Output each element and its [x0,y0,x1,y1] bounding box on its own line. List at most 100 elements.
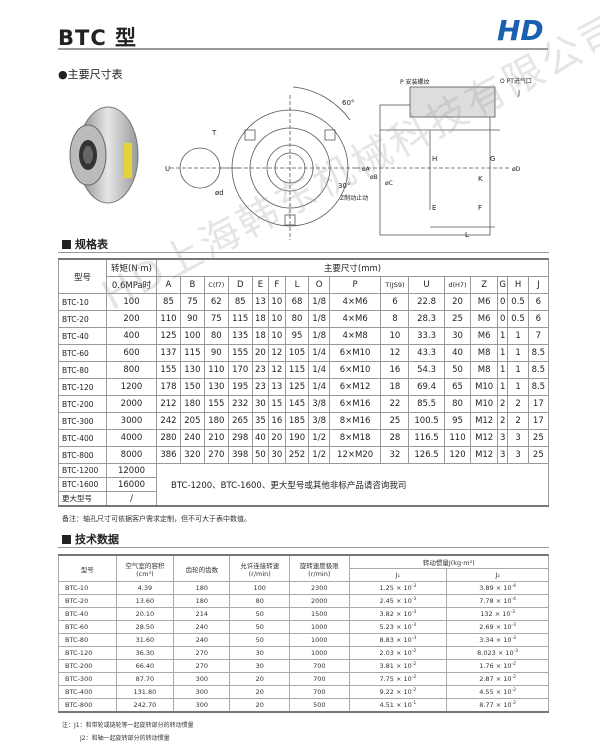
table-cell: M12 [470,412,498,430]
table-cell: 178 [156,378,181,396]
column-header: J₂ [446,568,549,582]
table-row: BTC-10 100 85 75 62 85 13 10 68 1/8 4×M6 6 22.8 20 M6 0… [58,293,550,311]
mantissa: 3.89 [479,584,494,593]
table-cell: M10 [470,378,498,396]
table-cell: 400 [106,327,157,345]
mantissa: 2.45 [379,597,394,606]
mantissa: 4.51 [379,701,394,710]
table-cell: 95 [284,327,310,345]
column-header: U [408,276,445,294]
table-cell: 100 [179,327,205,345]
table-cell: 31.60 [115,633,175,647]
table-cell: 2 [496,395,509,413]
table-cell: 8.83 × 10-3 [348,633,448,647]
table-cell: 30 [229,659,291,673]
table-cell: BTC-60 [58,344,107,362]
table-cell: 5.23 × 10-3 [348,620,448,634]
table-cell: 8.77 × 10-2 [446,698,549,713]
table-cell: 0.5 [507,310,529,328]
table-cell: 2.45 × 10-3 [348,594,448,608]
table-cell: 13 [268,378,286,396]
table-cell: 3 [496,429,509,447]
table-cell: 500 [289,698,350,713]
table-cell: 80 [229,594,291,608]
label-dd: øD [512,166,521,173]
label-g: G [490,155,495,163]
table-cell: 17 [527,395,550,413]
table-cell: 6×M16 [328,395,382,413]
mantissa: 5.23 [379,623,394,632]
tech-heading: 技术数据 [62,531,119,547]
square-bullet-icon [62,240,71,249]
table-cell: BTC-120 [58,378,107,396]
table-cell: 28.50 [115,620,175,634]
column-header: 型号 [58,554,117,582]
label-stopper: Z制动止动 [340,194,368,202]
table-row: BTC-300 3000 242 205 180 265 35 16 185 3/8 8×M16 25… [58,412,550,430]
label-b: øB [370,174,378,181]
table-cell: 1 [507,327,529,345]
dimensions-heading: ●主要尺寸表 [58,68,123,81]
exponent: -3 [411,635,417,641]
table-row: BTC-400 131.80 300 20 700 9.22 × 10-2 4.55 × 1… [58,685,549,699]
table-cell: 1/4 [308,361,330,379]
table-cell: 4×M6 [328,293,382,311]
label-f: F [478,204,482,212]
header-unit: (r/min) [248,569,271,578]
table-cell: 320 [179,446,205,464]
table-cell: 2 [507,412,529,430]
table-cell: 180 [203,412,229,430]
label-d: ød [215,189,224,197]
table-cell: 6×M12 [328,378,382,396]
table-row: BTC-120 36.30 270 30 1000 2.03 × 10-2 8.023 × … [58,646,549,660]
table-cell: 17 [527,412,550,430]
table-cell: M12 [470,446,498,464]
column-header: B [179,276,205,294]
table-cell: 145 [284,395,310,413]
label-h: H [432,155,437,163]
table-cell: BTC-40 [58,607,117,621]
table-cell: 1/8 [308,310,330,328]
exponent: -4 [511,596,517,602]
table-cell: 22 [380,395,410,413]
table-row: BTC-40 20.10 214 50 1500 3.82 × 10-3 132 × 10-… [58,607,549,621]
table-cell: 100 [229,581,291,595]
table-cell: 36.30 [115,646,175,660]
exponent: -3 [510,609,516,615]
table-cell: 398 [227,446,253,464]
table-row: BTC-20 200 110 90 75 115 18 10 80 1/8 4×M6 8 28.3 25 M… [58,310,550,328]
table-cell: BTC-200 [58,659,117,673]
mantissa: 9.22 [379,688,394,697]
table-cell: 87.70 [115,672,175,686]
table-cell: 1000 [289,646,350,660]
table-cell: BTC-800 [58,698,117,713]
table-cell: 12 [268,344,286,362]
mantissa: 3.81 [379,662,394,671]
exponent: -2 [511,687,517,693]
table-cell: 3.89 × 10-4 [446,581,549,595]
mantissa: 3.34 [479,636,494,645]
table-cell: 110 [156,310,181,328]
column-header: A [156,276,181,294]
table-cell: 125 [284,378,310,396]
exponent: -2 [511,674,517,680]
table-cell: 50 [229,620,291,634]
table-cell: 600 [106,344,157,362]
column-header: T(JS9) [380,276,410,294]
table-cell: 6 [380,293,410,311]
table-cell: BTC-400 [58,685,117,699]
table-cell: 85.5 [408,395,445,413]
table-cell: 1 [507,378,529,396]
table-cell: 700 [289,659,350,673]
table-cell: 8 [380,310,410,328]
header-label: 齿轮的齿数 [185,565,219,574]
table-cell: 4.39 [115,581,175,595]
table-cell: 130 [179,361,205,379]
table-cell: 155 [156,361,181,379]
table-cell: 2000 [289,594,350,608]
table-cell: 8.5 [527,344,550,362]
table-cell: 110 [443,429,472,447]
table-cell: 25 [443,310,472,328]
table-cell: 80 [203,327,229,345]
